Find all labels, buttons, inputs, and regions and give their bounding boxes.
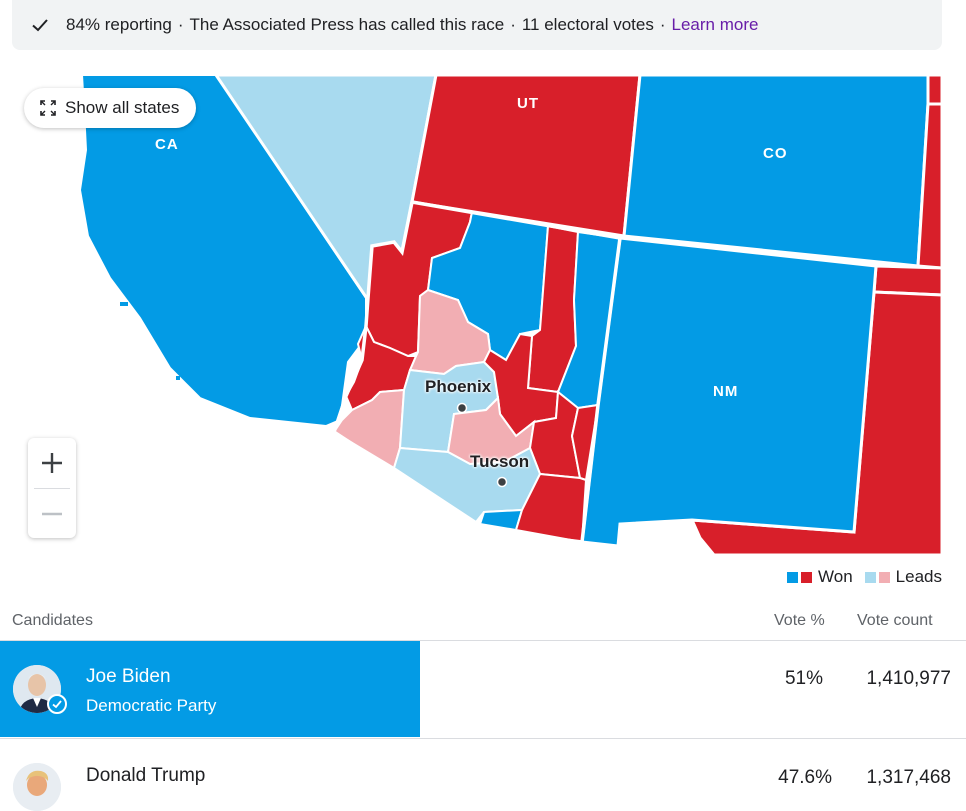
- vote-count-header: Vote count: [857, 612, 933, 629]
- winner-highlight: [0, 641, 420, 737]
- separator: ·: [177, 15, 184, 34]
- legend-rep-won-swatch: [801, 571, 813, 583]
- results-map[interactable]: CA UT CO NM Phoenix Tucson: [0, 75, 942, 555]
- show-all-states-label: Show all states: [65, 98, 180, 117]
- state-ok[interactable]: [872, 264, 942, 297]
- electoral-votes-text: 11 electoral votes: [521, 15, 654, 34]
- vote-percent-header: Vote %: [774, 612, 825, 629]
- legend-won-label: Won: [818, 567, 853, 586]
- vote-percent: 51%: [784, 668, 823, 689]
- legend-rep-leads-swatch: [878, 571, 890, 583]
- state-co[interactable]: [622, 75, 930, 268]
- candidates-header: Candidates: [12, 612, 93, 629]
- vote-count: 1,317,468: [866, 767, 951, 788]
- separator: ·: [659, 15, 666, 34]
- check-icon: [32, 19, 48, 32]
- expand-icon: [40, 100, 56, 116]
- zoom-in-button[interactable]: [28, 438, 76, 488]
- map-svg[interactable]: [0, 75, 942, 555]
- state-label-ca: CA: [155, 136, 179, 153]
- state-label-ut: UT: [517, 95, 539, 112]
- phoenix-marker: [456, 402, 468, 414]
- zoom-control: [28, 438, 76, 538]
- called-text: The Associated Press has called this rac…: [189, 15, 505, 34]
- state-label-co: CO: [763, 145, 788, 162]
- reporting-text: 84% reporting: [66, 15, 172, 34]
- avatar-biden: [13, 665, 61, 713]
- legend-dem-leads-swatch: [864, 571, 876, 583]
- city-label-phoenix: Phoenix: [425, 377, 492, 396]
- winner-check-badge: [47, 694, 67, 714]
- map-legend: Won Leads: [787, 567, 942, 587]
- candidate-name: Donald Trump: [86, 765, 206, 786]
- show-all-states-button[interactable]: Show all states: [24, 88, 197, 128]
- learn-more-link[interactable]: Learn more: [671, 15, 759, 34]
- state-ks[interactable]: [916, 75, 942, 270]
- race-status-bar: 84% reporting · The Associated Press has…: [12, 0, 942, 50]
- vote-percent: 47.6%: [778, 767, 832, 788]
- plus-icon: [42, 453, 62, 473]
- check-icon: [52, 700, 62, 709]
- candidate-name: Joe Biden: [86, 666, 171, 687]
- row-divider: [0, 738, 966, 739]
- separator: ·: [510, 15, 516, 34]
- header-divider: [0, 640, 966, 641]
- tucson-marker: [496, 476, 508, 488]
- vote-count: 1,410,977: [866, 668, 951, 689]
- legend-dem-won-swatch: [787, 571, 799, 583]
- legend-leads-label: Leads: [895, 567, 942, 586]
- arizona-counties[interactable]: [332, 200, 622, 544]
- zoom-out-button[interactable]: [28, 489, 76, 539]
- state-label-nm: NM: [713, 383, 739, 400]
- minus-icon: [42, 512, 62, 516]
- city-label-tucson: Tucson: [470, 452, 530, 471]
- zoom-divider: [34, 488, 70, 489]
- avatar-trump: [13, 763, 61, 811]
- candidate-party: Democratic Party: [86, 696, 217, 715]
